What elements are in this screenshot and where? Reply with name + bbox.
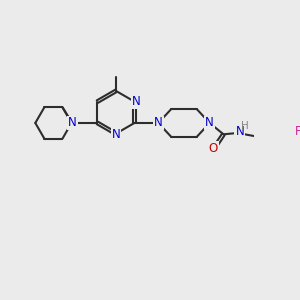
Text: N: N: [112, 128, 120, 141]
Text: N: N: [132, 95, 141, 108]
Text: H: H: [242, 121, 249, 131]
Text: F: F: [295, 125, 300, 138]
Text: N: N: [154, 116, 163, 130]
Text: N: N: [236, 125, 244, 138]
Text: O: O: [209, 142, 218, 155]
Text: N: N: [205, 116, 214, 130]
Text: N: N: [68, 116, 77, 130]
